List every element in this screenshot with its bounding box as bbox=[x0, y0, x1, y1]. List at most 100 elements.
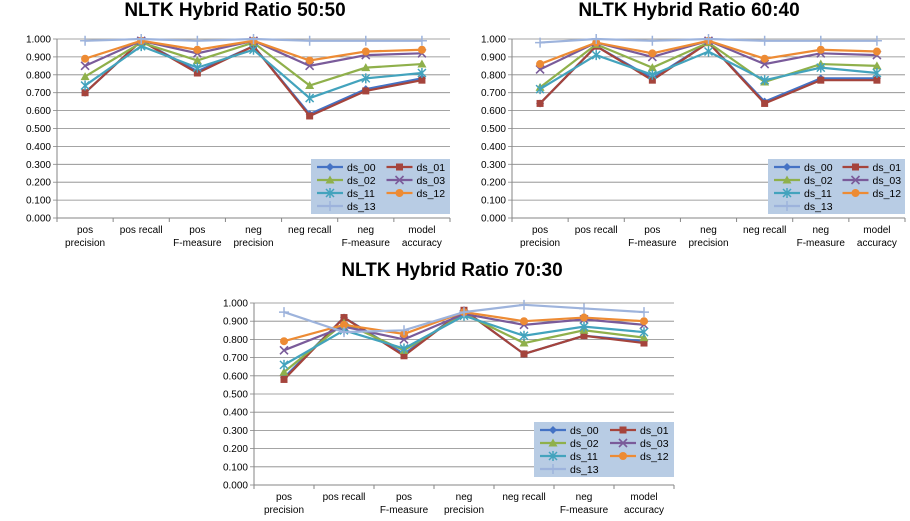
legend-marker bbox=[783, 163, 791, 171]
data-point bbox=[305, 56, 314, 65]
legend-marker bbox=[548, 451, 558, 461]
data-point bbox=[760, 75, 770, 86]
x-tick-label: F-measure bbox=[173, 238, 222, 249]
y-tick-label: 0.900 bbox=[26, 52, 51, 63]
data-point bbox=[647, 69, 657, 80]
legend-label: ds_02 bbox=[804, 175, 833, 187]
data-point bbox=[417, 59, 427, 68]
data-point bbox=[535, 84, 545, 95]
x-tick-label: precision bbox=[233, 238, 273, 249]
legend-label: ds_03 bbox=[417, 175, 446, 187]
data-point bbox=[81, 89, 89, 97]
data-point bbox=[279, 359, 289, 370]
data-point bbox=[519, 299, 529, 310]
y-tick-label: 0.700 bbox=[223, 353, 248, 364]
x-tick-label: neg recall bbox=[288, 225, 331, 236]
y-tick-label: 0.800 bbox=[223, 335, 248, 346]
chart-ratio-60-40: NLTK Hybrid Ratio 60:40 0.000 0.100 0.200 0.… bbox=[481, 0, 906, 249]
legend-marker bbox=[851, 189, 860, 197]
legend-item: ds_03 bbox=[610, 438, 669, 450]
data-point bbox=[817, 76, 825, 84]
legend-item: ds_12 bbox=[610, 451, 669, 463]
chart-ratio-50-50: NLTK Hybrid Ratio 50:50 0.000 0.100 0.200 0.… bbox=[26, 0, 451, 249]
y-tick-label: 0.200 bbox=[223, 444, 248, 455]
y-tick-label: 0.600 bbox=[26, 106, 51, 117]
y-tick-label: 0.100 bbox=[223, 462, 248, 473]
x-tick-label: neg bbox=[812, 225, 829, 236]
data-point bbox=[248, 44, 259, 55]
legend-marker bbox=[548, 438, 558, 447]
x-tick-label: accuracy bbox=[624, 505, 664, 516]
legend-marker bbox=[326, 163, 334, 171]
legend-label: ds_03 bbox=[640, 438, 669, 450]
data-point bbox=[873, 76, 881, 84]
x-tick-label: pos recall bbox=[575, 225, 618, 236]
legend-background bbox=[534, 422, 674, 477]
x-tick-label: neg recall bbox=[502, 492, 545, 503]
data-point bbox=[279, 307, 289, 318]
y-tick-label: 0.800 bbox=[481, 70, 506, 81]
data-point bbox=[361, 63, 371, 72]
data-point bbox=[279, 345, 289, 355]
data-point bbox=[418, 76, 426, 84]
data-point bbox=[872, 68, 882, 79]
legend-marker bbox=[548, 464, 558, 474]
y-tick-label: 0.700 bbox=[26, 88, 51, 99]
data-point bbox=[416, 35, 427, 46]
legend-item: ds_13 bbox=[317, 201, 376, 213]
data-point bbox=[192, 62, 202, 73]
x-tick-label: neg recall bbox=[743, 225, 786, 236]
data-point bbox=[519, 338, 529, 347]
chart-title: NLTK Hybrid Ratio 60:40 bbox=[578, 0, 799, 21]
data-point bbox=[399, 325, 409, 336]
data-point bbox=[647, 63, 657, 72]
x-tick-label: precision bbox=[688, 238, 728, 249]
data-point bbox=[459, 307, 469, 318]
x-tick-label: precision bbox=[264, 505, 304, 516]
y-tick-label: 0.200 bbox=[26, 178, 51, 189]
data-point bbox=[304, 35, 315, 46]
data-point bbox=[703, 34, 714, 44]
series-ds-13 bbox=[80, 34, 427, 46]
y-tick-label: 0.400 bbox=[26, 142, 51, 153]
y-tick-label: 0.000 bbox=[481, 214, 506, 225]
data-point bbox=[80, 72, 90, 81]
y-tick-label: 0.500 bbox=[481, 124, 506, 135]
y-tick-label: 0.700 bbox=[481, 88, 506, 99]
data-point bbox=[703, 46, 714, 57]
legend-item: ds_00 bbox=[774, 162, 833, 174]
data-point bbox=[362, 87, 370, 95]
legend-marker bbox=[852, 163, 859, 171]
y-tick-label: 0.000 bbox=[26, 214, 51, 225]
data-point bbox=[340, 320, 348, 329]
data-point bbox=[591, 50, 601, 61]
y-tick-label: 0.100 bbox=[26, 196, 51, 207]
data-point bbox=[80, 61, 90, 71]
data-point bbox=[648, 76, 656, 84]
legend-marker bbox=[549, 426, 557, 434]
y-tick-label: 0.900 bbox=[481, 52, 506, 63]
x-tick-label: F-measure bbox=[342, 238, 391, 249]
x-tick-label: neg bbox=[700, 225, 717, 236]
legend-label: ds_12 bbox=[417, 188, 446, 200]
data-point bbox=[340, 314, 348, 322]
legend-marker bbox=[782, 188, 792, 198]
legend-item: ds_03 bbox=[842, 175, 901, 187]
chart-title: NLTK Hybrid Ratio 50:50 bbox=[124, 0, 345, 21]
data-point bbox=[305, 81, 315, 90]
x-tick-label: neg bbox=[456, 492, 473, 503]
chart-title: NLTK Hybrid Ratio 70:30 bbox=[341, 260, 562, 281]
legend-label: ds_01 bbox=[417, 162, 446, 174]
data-point bbox=[816, 45, 825, 54]
x-tick-label: F-measure bbox=[560, 505, 609, 516]
legend-label: ds_12 bbox=[640, 451, 669, 463]
data-point bbox=[647, 35, 658, 46]
y-tick-label: 1.000 bbox=[481, 35, 506, 46]
x-tick-label: F-measure bbox=[797, 238, 846, 249]
legend-item: ds_00 bbox=[317, 162, 376, 174]
data-point bbox=[193, 69, 201, 77]
data-point bbox=[761, 99, 769, 107]
data-point bbox=[80, 35, 91, 46]
data-point bbox=[306, 112, 314, 120]
legend-label: ds_11 bbox=[570, 451, 598, 463]
